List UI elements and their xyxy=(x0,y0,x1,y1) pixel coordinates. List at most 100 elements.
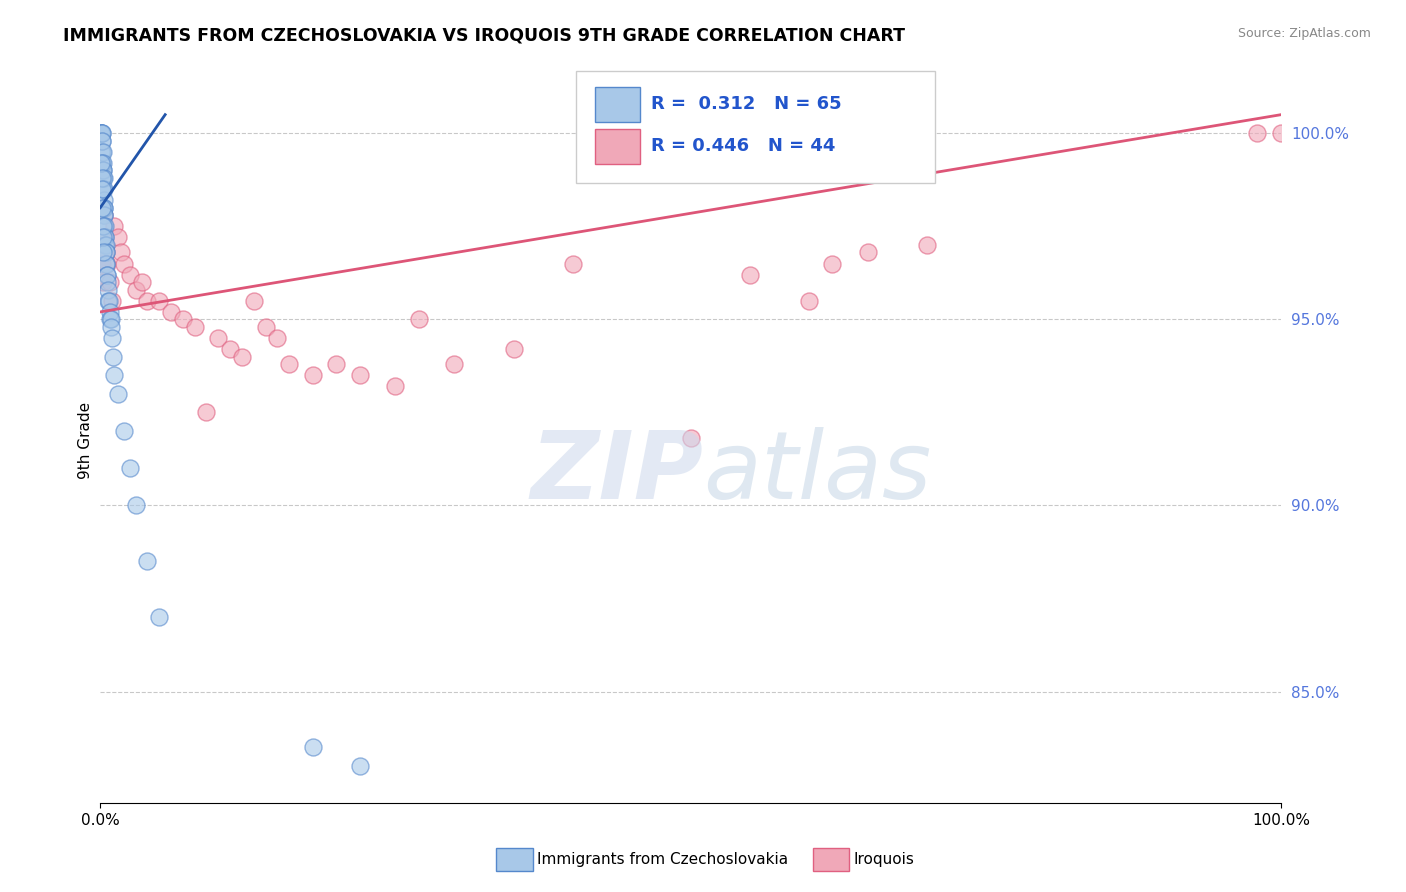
Point xyxy=(136,293,159,308)
Point xyxy=(94,238,117,252)
Point xyxy=(107,386,129,401)
Point xyxy=(148,293,170,308)
Y-axis label: 9th Grade: 9th Grade xyxy=(79,401,93,479)
Point xyxy=(915,238,938,252)
Point xyxy=(91,163,114,178)
Point xyxy=(231,350,253,364)
Point xyxy=(94,245,117,260)
Point xyxy=(93,201,115,215)
Point xyxy=(502,342,524,356)
Point xyxy=(98,312,121,326)
Point xyxy=(98,293,121,308)
Point xyxy=(94,245,117,260)
Text: R = 0.446   N = 44: R = 0.446 N = 44 xyxy=(651,137,835,155)
Point xyxy=(90,126,112,140)
Point xyxy=(90,134,112,148)
Point xyxy=(266,331,288,345)
Point xyxy=(94,238,117,252)
Point xyxy=(136,554,159,568)
Point xyxy=(91,182,114,196)
Point xyxy=(325,357,347,371)
Point xyxy=(93,219,115,234)
Point xyxy=(91,126,114,140)
Point xyxy=(219,342,242,356)
Point xyxy=(91,156,114,170)
Point xyxy=(91,145,114,159)
Point xyxy=(91,145,114,159)
Point xyxy=(183,319,205,334)
Point xyxy=(103,350,125,364)
Point xyxy=(254,319,277,334)
Point xyxy=(90,170,112,185)
Point xyxy=(91,182,114,196)
Point xyxy=(93,208,115,222)
Point xyxy=(91,182,114,196)
Point xyxy=(93,201,115,215)
Text: ZIP: ZIP xyxy=(530,426,703,519)
Point xyxy=(118,461,141,475)
Point xyxy=(90,126,112,140)
Point xyxy=(349,368,371,383)
Point xyxy=(738,268,761,282)
Point xyxy=(408,312,430,326)
Point xyxy=(93,182,115,196)
Point xyxy=(90,156,112,170)
Point xyxy=(93,170,115,185)
Point xyxy=(94,245,117,260)
Point xyxy=(97,293,120,308)
Point xyxy=(172,312,194,326)
Point xyxy=(207,331,229,345)
Point xyxy=(124,499,146,513)
Point xyxy=(90,126,112,140)
Point xyxy=(797,293,820,308)
Point xyxy=(821,256,844,270)
Point xyxy=(96,256,118,270)
Point xyxy=(1270,126,1292,140)
Point xyxy=(97,283,120,297)
Point xyxy=(112,424,135,438)
Point xyxy=(91,230,114,244)
Point xyxy=(91,245,114,260)
Point xyxy=(148,610,170,624)
Point xyxy=(107,230,129,244)
Point xyxy=(443,357,465,371)
Point xyxy=(118,268,141,282)
Point xyxy=(301,740,323,755)
Point xyxy=(103,219,125,234)
Point xyxy=(384,379,406,393)
Point xyxy=(93,194,115,208)
Point xyxy=(91,134,114,148)
Point xyxy=(349,759,371,773)
Text: Iroquois: Iroquois xyxy=(853,853,914,867)
Point xyxy=(278,357,301,371)
Point xyxy=(131,275,153,289)
Point xyxy=(561,256,583,270)
Point xyxy=(90,145,112,159)
Point xyxy=(100,319,122,334)
Point xyxy=(301,368,323,383)
Point xyxy=(195,405,218,419)
Point xyxy=(96,268,118,282)
Point xyxy=(96,256,118,270)
Point xyxy=(110,245,132,260)
Point xyxy=(103,368,125,383)
Point xyxy=(91,201,114,215)
Point xyxy=(96,268,118,282)
Point xyxy=(160,305,183,319)
Point xyxy=(98,305,121,319)
Point xyxy=(93,208,115,222)
Point xyxy=(100,312,122,326)
Point xyxy=(856,245,879,260)
Point xyxy=(91,156,114,170)
Point xyxy=(91,275,114,289)
Point xyxy=(90,126,112,140)
Point xyxy=(91,170,114,185)
Point xyxy=(679,432,702,446)
Point xyxy=(1246,126,1268,140)
Point xyxy=(101,331,124,345)
Point xyxy=(91,163,114,178)
Point xyxy=(124,283,146,297)
Point xyxy=(94,256,117,270)
Point xyxy=(112,256,135,270)
Point xyxy=(91,201,114,215)
